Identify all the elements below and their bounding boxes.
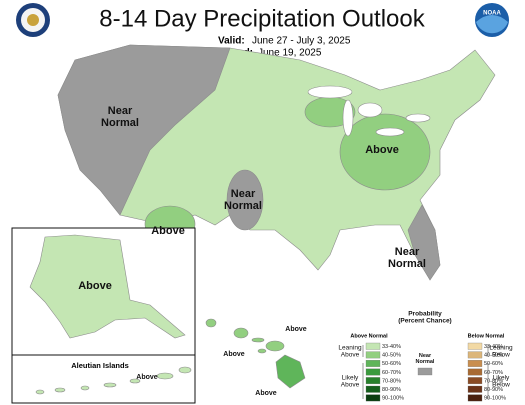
legend-class-label: 90-100%	[484, 396, 506, 402]
issued-date: June 19, 2025	[258, 48, 322, 59]
legend-class-label: 90-100%	[382, 396, 404, 402]
legend-class-label: 70-80%	[382, 378, 401, 384]
legend-class-label: 60-70%	[484, 370, 503, 376]
near-normal-florida	[407, 204, 441, 281]
label-line: Above	[223, 351, 245, 358]
alaska	[29, 234, 186, 339]
legend-swatch	[365, 368, 381, 376]
map-label: Near Normal	[416, 353, 435, 365]
aleutian-islands	[35, 366, 192, 395]
map-label: Above	[365, 144, 399, 156]
map-label: Above	[285, 326, 307, 333]
aleutian-inset	[11, 354, 196, 404]
legend-class-label: 80-90%	[484, 387, 503, 393]
legend-swatch	[365, 351, 381, 359]
legend-class-label: 33-40%	[382, 344, 401, 350]
great-lakes	[307, 85, 431, 137]
legend-swatch	[467, 377, 483, 385]
label-line: Near	[395, 246, 420, 258]
label-line: Above	[255, 390, 277, 397]
label-line: Near	[108, 105, 133, 117]
legend-swatch	[467, 394, 483, 402]
legend: Probability (Percent Chance) Above Normal…	[338, 310, 513, 401]
legend-swatch	[467, 342, 483, 350]
label-line: (Percent Chance)	[398, 317, 451, 324]
map-label: Near Normal	[101, 105, 139, 129]
legend-brackets	[362, 345, 489, 399]
legend-swatch	[365, 385, 381, 393]
above-heading: Above Normal	[350, 333, 388, 339]
valid-label: Valid:	[218, 36, 245, 47]
legend-class-label: 50-60%	[484, 361, 503, 367]
hawaii	[205, 318, 306, 389]
label-line: Above	[136, 374, 158, 381]
near-normal-west	[57, 44, 231, 216]
map-label: Near Normal	[388, 246, 426, 270]
label-line: Above	[341, 351, 360, 358]
label-line: Near	[419, 353, 432, 359]
aleutian-title: Aleutian Islands	[71, 361, 129, 370]
map-label: Leaning Above	[338, 344, 362, 358]
valid-dates: June 27 - July 3, 2025	[252, 36, 351, 47]
label-line: Near	[231, 188, 256, 200]
legend-swatch	[467, 360, 483, 367]
label-line: Normal	[101, 117, 139, 129]
legend-class-label: 70-80%	[484, 378, 503, 384]
legend-near-swatch	[417, 367, 433, 376]
noaa-logo: NOAA	[475, 3, 509, 37]
map-labels: Near Normal Above Near Normal Above Near No…	[78, 105, 426, 397]
legend-swatch	[467, 385, 483, 393]
label-line: Above	[78, 280, 112, 292]
above-ohio-valley	[339, 113, 431, 191]
legend-swatch	[467, 368, 483, 376]
label-line: Above	[341, 381, 360, 388]
label-line: Leaning	[489, 344, 513, 351]
title: 8-14 Day Precipitation Outlook	[99, 5, 426, 32]
label-line: Normal	[416, 359, 435, 365]
label-line: Above	[151, 225, 185, 237]
label-line: Normal	[388, 258, 426, 270]
map-label: Near Normal	[224, 188, 262, 212]
map-label: Likely Above	[341, 374, 360, 388]
map-label: Above	[136, 374, 158, 381]
logo-text: NOAA	[483, 11, 501, 17]
legend-class-label: 50-60%	[382, 361, 401, 367]
legend-class-label: 40-50%	[484, 353, 503, 359]
below-heading: Below Normal	[468, 333, 505, 339]
legend-class-label: 40-50%	[382, 353, 401, 359]
legend-class-label: 80-90%	[382, 387, 401, 393]
legend-swatch	[365, 360, 381, 367]
label-line: Above	[285, 326, 307, 333]
map-label: Probability (Percent Chance)	[398, 310, 451, 324]
label-line: Below	[492, 381, 510, 388]
label-line: Leaning	[338, 344, 362, 351]
map-label: Leaning Below	[489, 344, 513, 358]
map-label: Above	[151, 225, 185, 237]
label-line: Likely	[493, 374, 510, 381]
legend-swatch	[365, 394, 381, 402]
map-label: Likely Below	[492, 374, 510, 388]
label-line: Normal	[224, 200, 262, 212]
label-line: Below	[492, 351, 510, 358]
map-label: Above	[78, 280, 112, 292]
legend-class-label: 33-40%	[484, 344, 503, 350]
label-line: Likely	[342, 374, 359, 381]
legend-swatch	[467, 351, 483, 359]
near-normal-plains	[226, 169, 264, 231]
legend-swatch	[365, 377, 381, 385]
map-label: Above	[223, 351, 245, 358]
legend-swatch	[365, 342, 381, 350]
map-label: Above	[255, 390, 277, 397]
label-line: Above	[365, 144, 399, 156]
legend-class-label: 60-70%	[382, 370, 401, 376]
seal	[16, 3, 50, 37]
label-line: Probability	[408, 310, 442, 317]
